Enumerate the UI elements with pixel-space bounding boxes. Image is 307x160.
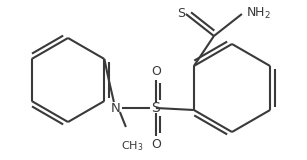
Text: NH$_2$: NH$_2$: [246, 5, 271, 20]
Text: CH$_3$: CH$_3$: [121, 139, 143, 153]
Text: N: N: [111, 101, 121, 115]
Text: S: S: [177, 7, 185, 20]
Text: O: O: [151, 64, 161, 77]
Text: S: S: [152, 101, 160, 115]
Text: O: O: [151, 139, 161, 152]
